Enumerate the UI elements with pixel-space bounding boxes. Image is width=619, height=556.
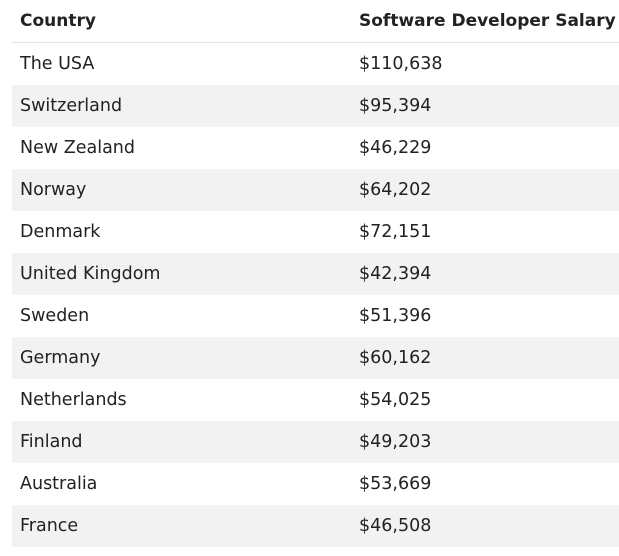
salary-cell: $72,151 (359, 222, 432, 242)
country-cell: Switzerland (12, 85, 351, 127)
table-row: Finland $49,203 (12, 421, 619, 463)
salary-cell: $49,203 (351, 421, 619, 463)
salary-cell: $110,638 (359, 54, 443, 74)
table-row: Denmark $72,151 (12, 211, 619, 253)
salary-cell: $42,394 (351, 253, 619, 295)
header-country: Country (12, 0, 351, 43)
salary-cell: $53,669 (359, 474, 432, 494)
salary-cell: $64,202 (351, 169, 619, 211)
country-cell: Australia (20, 474, 98, 494)
salary-cell: $95,394 (351, 85, 619, 127)
country-cell: France (12, 505, 351, 547)
salary-table-container: Country Software Developer Salary The US… (12, 0, 619, 547)
table-row: Norway $64,202 (12, 169, 619, 211)
table-row: Netherlands $54,025 (12, 379, 619, 421)
salary-cell: $46,229 (359, 138, 432, 158)
table-row: Sweden $51,396 (12, 295, 619, 337)
table-row: The USA $110,638 (12, 43, 619, 86)
table-header-row: Country Software Developer Salary (12, 0, 619, 43)
country-cell: Finland (12, 421, 351, 463)
table-row: France $46,508 (12, 505, 619, 547)
header-salary: Software Developer Salary (351, 0, 619, 43)
country-cell: The USA (20, 54, 95, 74)
salary-cell: $60,162 (351, 337, 619, 379)
country-cell: New Zealand (20, 138, 135, 158)
salary-cell: $46,508 (351, 505, 619, 547)
country-cell: Sweden (20, 306, 90, 326)
table-row: Germany $60,162 (12, 337, 619, 379)
country-cell: Norway (12, 169, 351, 211)
salary-table: Country Software Developer Salary The US… (12, 0, 619, 547)
table-row: New Zealand $46,229 (12, 127, 619, 169)
salary-cell: $54,025 (359, 390, 432, 410)
country-cell: Denmark (20, 222, 101, 242)
country-cell: United Kingdom (12, 253, 351, 295)
country-cell: Netherlands (20, 390, 127, 410)
country-cell: Germany (12, 337, 351, 379)
table-row: Switzerland $95,394 (12, 85, 619, 127)
salary-cell: $51,396 (359, 306, 432, 326)
table-row: Australia $53,669 (12, 463, 619, 505)
table-row: United Kingdom $42,394 (12, 253, 619, 295)
